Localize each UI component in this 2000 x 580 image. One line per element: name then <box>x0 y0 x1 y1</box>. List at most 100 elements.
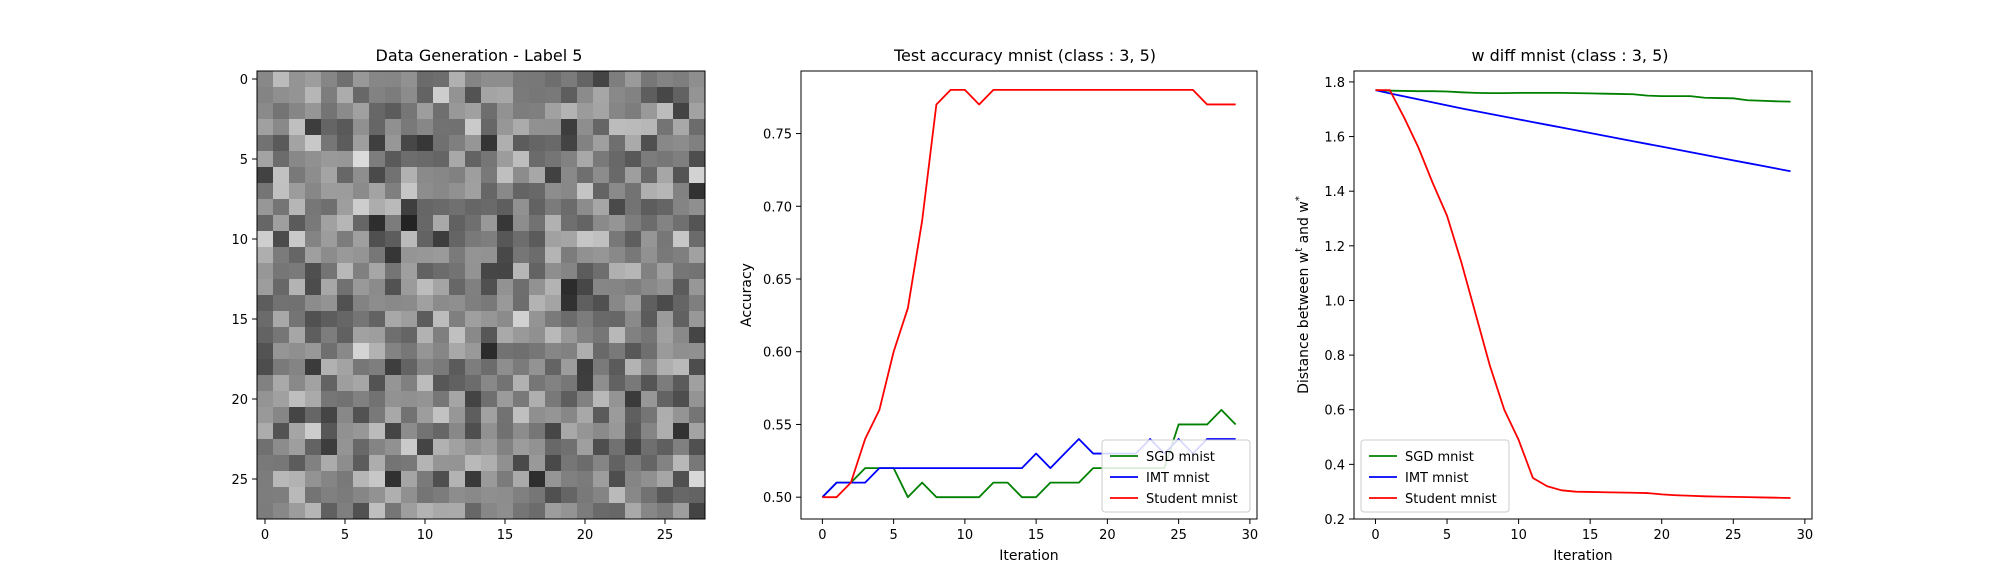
y-tick-label: 25 <box>231 473 248 488</box>
y-tick-label: 15 <box>231 313 248 328</box>
x-tick-label: 30 <box>1242 528 1259 543</box>
heatmap-cell <box>641 71 658 88</box>
heatmap-cell <box>545 375 562 392</box>
heatmap-cell <box>673 135 690 152</box>
heatmap-cell <box>449 295 466 312</box>
heatmap-cell <box>305 151 322 168</box>
heatmap-cell <box>529 487 546 504</box>
heatmap-cell <box>641 151 658 168</box>
accuracy-y-ticks: 0.50 0.55 0.60 0.65 0.70 0.75 <box>763 128 801 506</box>
heatmap-cell <box>305 183 322 200</box>
heatmap-x-ticks: 0 5 10 15 20 25 <box>261 519 673 543</box>
heatmap-cell <box>353 407 370 424</box>
heatmap-cell <box>369 455 386 472</box>
heatmap-cell <box>481 359 498 376</box>
heatmap-cell <box>465 375 482 392</box>
heatmap-cell <box>689 359 706 376</box>
heatmap-cell <box>401 295 418 312</box>
heatmap-cell <box>609 119 626 136</box>
heatmap-cell <box>305 471 322 488</box>
heatmap-cell <box>497 343 514 360</box>
heatmap-cell <box>689 279 706 296</box>
heatmap-cell <box>625 247 642 264</box>
wdiff-lines <box>1375 89 1791 499</box>
heatmap-cell <box>481 455 498 472</box>
heatmap-cell <box>641 103 658 120</box>
heatmap-cell <box>481 87 498 104</box>
heatmap-cell <box>625 135 642 152</box>
heatmap-cell <box>353 215 370 232</box>
heatmap-cell <box>561 503 578 520</box>
heatmap-cell <box>561 103 578 120</box>
heatmap-cell <box>385 439 402 456</box>
heatmap-cell <box>321 215 338 232</box>
heatmap-cell <box>401 151 418 168</box>
heatmap-cell <box>321 119 338 136</box>
heatmap-cell <box>353 359 370 376</box>
heatmap-cell <box>417 503 434 520</box>
heatmap-cell <box>449 231 466 248</box>
heatmap-cell <box>673 71 690 88</box>
heatmap-cell <box>481 279 498 296</box>
heatmap-cell <box>481 375 498 392</box>
heatmap-cell <box>465 215 482 232</box>
heatmap-cell <box>289 263 306 280</box>
heatmap-cell <box>433 263 450 280</box>
heatmap-cell <box>385 471 402 488</box>
heatmap-cell <box>657 487 674 504</box>
heatmap-cell <box>561 359 578 376</box>
heatmap-cell <box>609 183 626 200</box>
heatmap-cell <box>673 87 690 104</box>
heatmap-cell <box>273 343 290 360</box>
heatmap-cell <box>625 327 642 344</box>
heatmap-cell <box>609 455 626 472</box>
heatmap-cell <box>545 327 562 344</box>
heatmap-cell <box>673 279 690 296</box>
heatmap-cell <box>433 375 450 392</box>
heatmap-cell <box>257 215 274 232</box>
heatmap-cell <box>321 87 338 104</box>
heatmap-cell <box>465 391 482 408</box>
accuracy-frame <box>800 70 1258 520</box>
heatmap-cell <box>641 311 658 328</box>
heatmap-cell <box>289 103 306 120</box>
heatmap-cell <box>513 247 530 264</box>
heatmap-cell <box>689 263 706 280</box>
heatmap-cell <box>321 103 338 120</box>
heatmap-cell <box>561 327 578 344</box>
heatmap-cell <box>417 471 434 488</box>
y-tick-label: 0.75 <box>763 128 792 143</box>
heatmap-cell <box>513 215 530 232</box>
heatmap-cell <box>513 455 530 472</box>
heatmap-cell <box>673 103 690 120</box>
heatmap-cell <box>273 231 290 248</box>
heatmap-cell <box>593 151 610 168</box>
x-tick-label: 20 <box>1099 528 1116 543</box>
heatmap-cell <box>497 487 514 504</box>
heatmap-cell <box>481 231 498 248</box>
series-line-student-mnist <box>1375 89 1791 499</box>
heatmap-cell <box>385 311 402 328</box>
heatmap-cell <box>353 423 370 440</box>
heatmap-cell <box>257 503 274 520</box>
heatmap-cell <box>577 487 594 504</box>
heatmap-cell <box>625 423 642 440</box>
heatmap-cell <box>545 199 562 216</box>
heatmap-cell <box>481 295 498 312</box>
heatmap-cell <box>401 135 418 152</box>
wdiff-title: w diff mnist (class : 3, 5) <box>1471 46 1668 65</box>
heatmap-cell <box>257 151 274 168</box>
heatmap-cell <box>641 487 658 504</box>
heatmap-cell <box>609 167 626 184</box>
heatmap-cell <box>369 311 386 328</box>
heatmap-cell <box>497 279 514 296</box>
heatmap-cell <box>321 311 338 328</box>
heatmap-cell <box>321 183 338 200</box>
heatmap-cell <box>657 375 674 392</box>
heatmap-cell <box>321 71 338 88</box>
heatmap-cell <box>561 311 578 328</box>
heatmap-cell <box>353 391 370 408</box>
heatmap-cell <box>433 503 450 520</box>
heatmap-cell <box>385 279 402 296</box>
heatmap-cell <box>577 119 594 136</box>
